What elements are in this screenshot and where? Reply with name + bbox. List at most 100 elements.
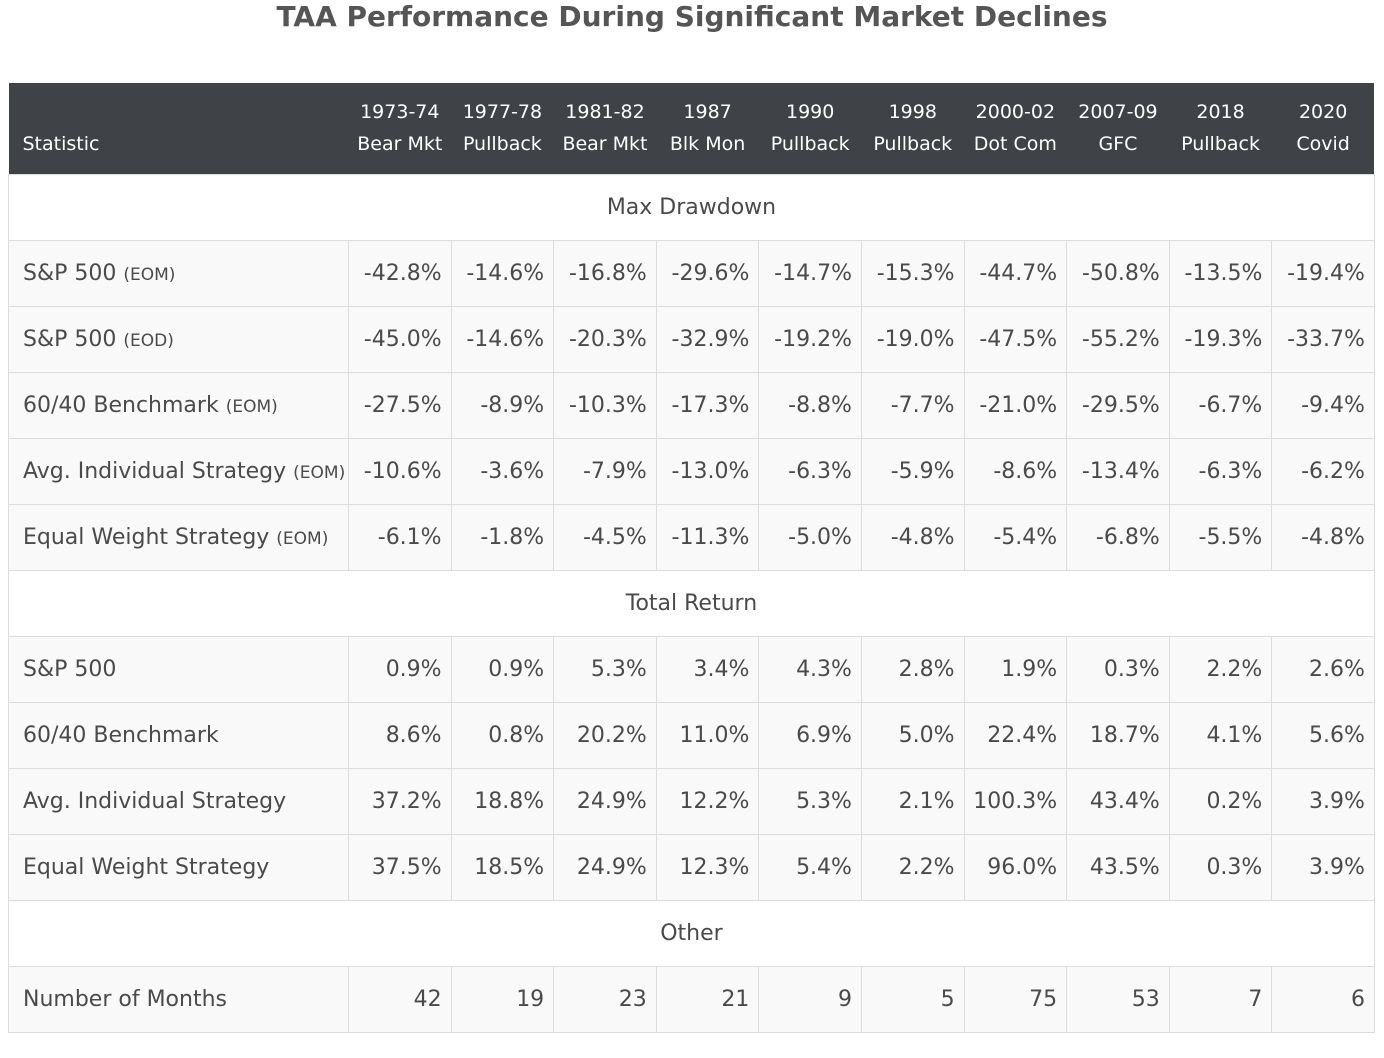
performance-table: Statistic 1973-74 Bear Mkt 1977-78 Pullback… [8,83,1375,1033]
value-cell: 2.2% [860,833,965,901]
header-period-year: 1987 [683,100,732,123]
row-label: S&P 500 [23,326,117,352]
value-cell: 6.9% [758,701,862,769]
value-cell: 0.2% [1168,767,1273,835]
value-cell: 37.2% [348,767,452,835]
value-cell: 3.9% [1271,833,1375,901]
row-label-cell: S&P 500 [8,635,349,703]
header-period-year: 1998 [888,100,937,123]
row-label: 60/40 Benchmark [23,392,219,418]
value-cell: 22.4% [963,701,1068,769]
row-label: Equal Weight Strategy [23,854,270,880]
header-period-year: 2020 [1298,100,1348,123]
value-cell: -19.3% [1168,305,1273,373]
value-cell: 2.6% [1271,635,1375,703]
section-title: Max Drawdown [8,173,1375,241]
value-cell: -20.3% [553,305,657,373]
value-cell: -6.3% [758,437,862,505]
table-row: S&P 500 0.9% 0.9% 5.3% 3.4% 4.3% 2.8% 1.9% 0.3% 2… [8,635,1375,703]
value-cell: 7 [1168,965,1273,1033]
value-cell: 5.4% [758,833,862,901]
value-cell: 24.9% [553,767,657,835]
section-header-row: Max Drawdown [8,173,1375,241]
header-statistic: Statistic [22,132,100,155]
value-cell: -1.8% [450,503,555,571]
value-cell: -5.5% [1168,503,1273,571]
header-period: 2018 Pullback [1169,83,1272,174]
value-cell: -6.2% [1271,437,1375,505]
header-period-name: Pullback [462,132,542,155]
row-label-cell: Avg. Individual Strategy (EOM) [8,437,349,505]
row-label-suffix: (EOM) [123,264,176,285]
table-row: 60/40 Benchmark (EOM) -27.5% -8.9% -10.3% -1… [8,371,1375,439]
value-cell: -27.5% [348,371,452,439]
table-row: Number of Months 42 19 23 21 9 5 75 53 7 6 [8,965,1375,1033]
header-period-name: Bear Mkt [357,132,443,155]
header-period-year: 1977-78 [462,100,543,123]
value-cell: -32.9% [655,305,760,373]
table-row: S&P 500 (EOD) -45.0% -14.6% -20.3% -32.9% -19… [8,305,1375,373]
header-period: 2000-02 Dot Com [964,83,1067,174]
value-cell: -4.5% [553,503,657,571]
value-cell: -4.8% [1271,503,1375,571]
value-cell: -17.3% [655,371,760,439]
header-period: 2020 Covid [1272,83,1375,174]
value-cell: -13.5% [1168,239,1273,307]
value-cell: -21.0% [963,371,1068,439]
value-cell: -7.7% [860,371,965,439]
section-header-row: Other [8,899,1375,967]
row-label: Avg. Individual Strategy [23,458,287,484]
header-period-name: Covid [1296,132,1350,155]
value-cell: -29.5% [1066,371,1170,439]
value-cell: -55.2% [1066,305,1170,373]
value-cell: 23 [553,965,657,1033]
value-cell: -19.0% [860,305,965,373]
row-label-cell: S&P 500 (EOM) [8,239,349,307]
value-cell: 18.7% [1066,701,1170,769]
value-cell: 1.9% [963,635,1068,703]
header-period-name: Blk Mon [669,132,746,155]
value-cell: 2.8% [860,635,965,703]
row-label: 60/40 Benchmark [23,722,219,748]
value-cell: -6.8% [1066,503,1170,571]
value-cell: 20.2% [553,701,657,769]
value-cell: -5.4% [963,503,1068,571]
value-cell: 0.9% [450,635,555,703]
row-label-cell: Equal Weight Strategy (EOM) [8,503,349,571]
value-cell: -13.4% [1066,437,1170,505]
value-cell: -29.6% [655,239,760,307]
value-cell: -9.4% [1271,371,1375,439]
header-period-year: 2007-09 [1078,100,1158,123]
value-cell: 18.5% [450,833,555,901]
table-body: Max Drawdown S&P 500 (EOM) -42.8% -14.6% -16… [8,173,1375,1033]
header-period: 2007-09 GFC [1067,83,1170,174]
value-cell: 6 [1271,965,1375,1033]
value-cell: -16.8% [553,239,657,307]
value-cell: 18.8% [450,767,555,835]
header-row: Statistic 1973-74 Bear Mkt 1977-78 Pullback… [8,83,1375,174]
row-label-cell: 60/40 Benchmark [8,701,349,769]
row-label: Number of Months [23,986,227,1012]
value-cell: -5.0% [758,503,862,571]
value-cell: -8.6% [963,437,1068,505]
header-period-year: 1981-82 [565,100,645,123]
header-period-name: Pullback [770,132,850,155]
value-cell: 4.1% [1168,701,1273,769]
value-cell: 19 [450,965,555,1033]
header-period: 1998 Pullback [861,83,964,174]
value-cell: -8.9% [450,371,555,439]
value-cell: -8.8% [758,371,862,439]
row-label-cell: S&P 500 (EOD) [8,305,349,373]
value-cell: -47.5% [963,305,1068,373]
value-cell: -3.6% [450,437,555,505]
value-cell: 75 [963,965,1068,1033]
value-cell: -33.7% [1271,305,1375,373]
value-cell: -7.9% [553,437,657,505]
value-cell: 8.6% [348,701,452,769]
value-cell: 0.3% [1168,833,1273,901]
value-cell: -10.6% [348,437,452,505]
header-period: 1973-74 Bear Mkt [349,83,452,174]
table-row: S&P 500 (EOM) -42.8% -14.6% -16.8% -29.6% -14… [8,239,1375,307]
value-cell: -50.8% [1066,239,1170,307]
value-cell: -44.7% [963,239,1068,307]
